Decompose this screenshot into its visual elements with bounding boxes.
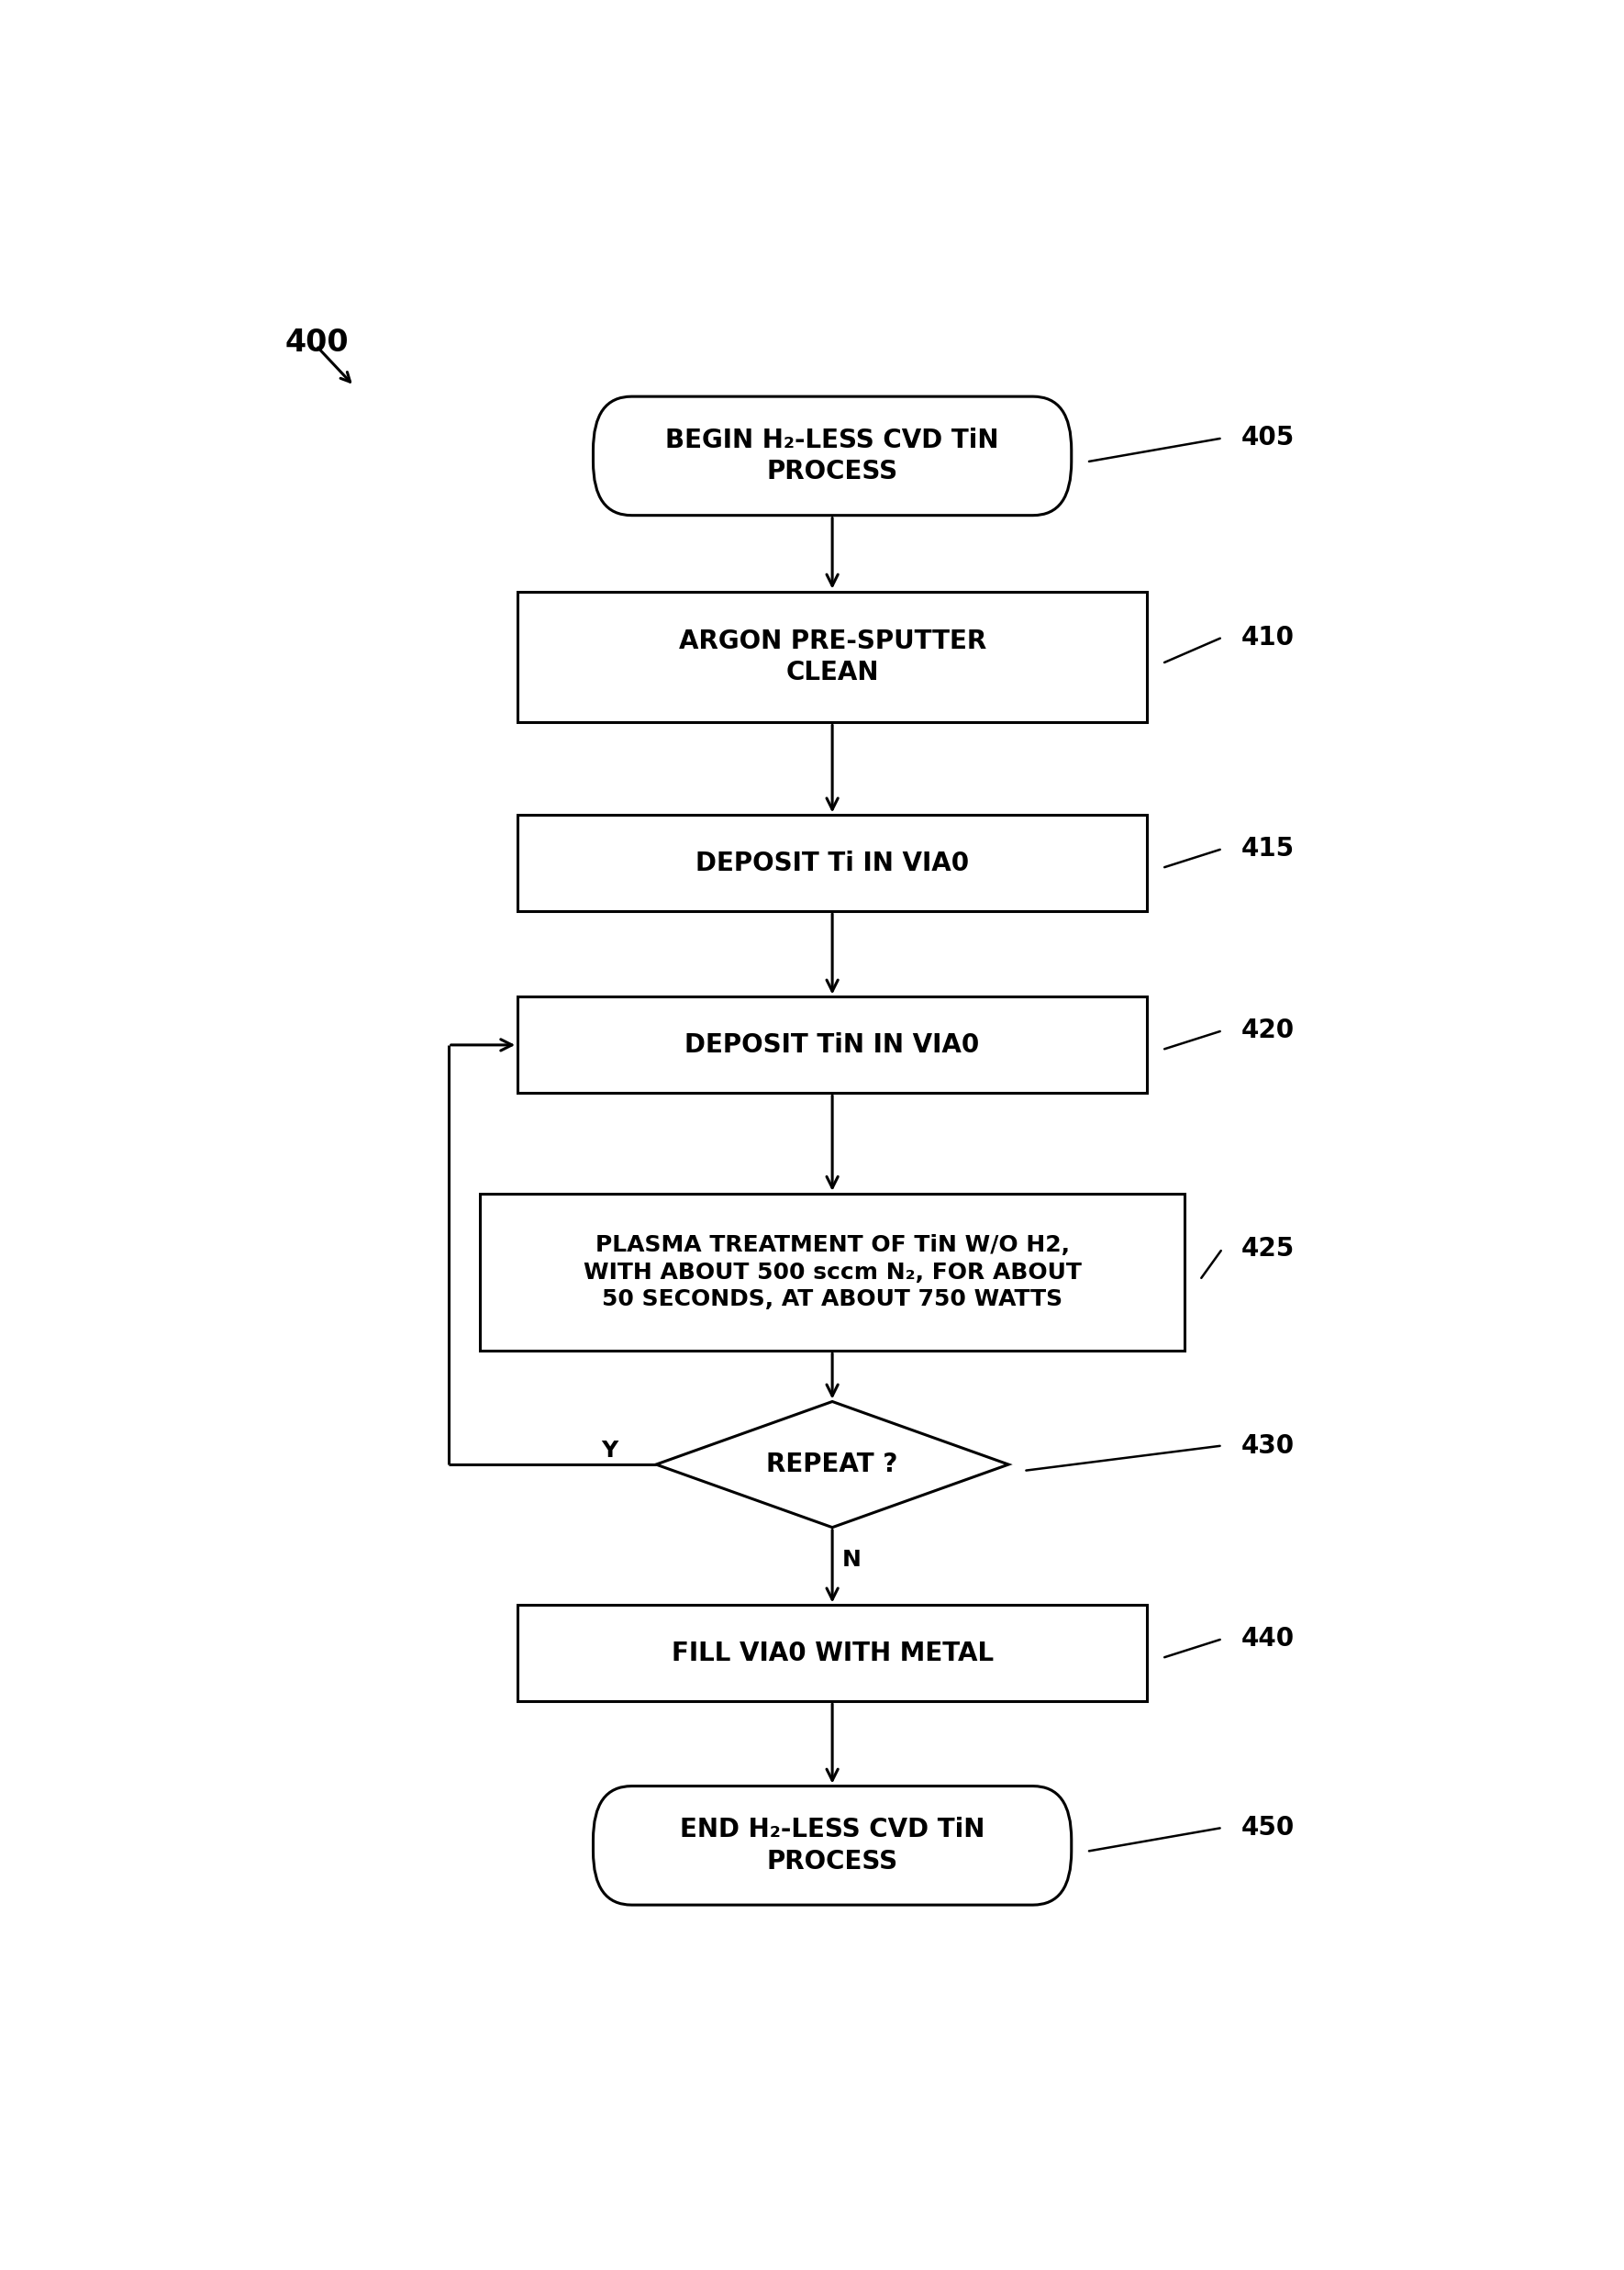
Text: N: N	[841, 1548, 861, 1571]
Text: 415: 415	[1241, 835, 1294, 863]
Polygon shape	[656, 1401, 1009, 1528]
Bar	[518, 1605, 1147, 1700]
Text: END H₂-LESS CVD TiN
PROCESS: END H₂-LESS CVD TiN PROCESS	[680, 1816, 984, 1875]
FancyBboxPatch shape	[593, 1786, 1072, 1905]
Bar	[518, 997, 1147, 1094]
Bar	[518, 815, 1147, 910]
Text: BEGIN H₂-LESS CVD TiN
PROCESS: BEGIN H₂-LESS CVD TiN PROCESS	[666, 427, 999, 486]
Text: DEPOSIT TiN IN VIA0: DEPOSIT TiN IN VIA0	[685, 1033, 979, 1058]
Text: 440: 440	[1241, 1625, 1294, 1653]
Text: FILL VIA0 WITH METAL: FILL VIA0 WITH METAL	[671, 1641, 994, 1666]
Text: 400: 400	[284, 327, 349, 356]
Bar	[481, 1194, 1186, 1351]
Text: 420: 420	[1241, 1017, 1294, 1044]
Text: 425: 425	[1241, 1235, 1294, 1262]
Bar	[518, 592, 1147, 722]
Text: DEPOSIT Ti IN VIA0: DEPOSIT Ti IN VIA0	[695, 851, 970, 876]
Text: Y: Y	[601, 1439, 619, 1462]
Text: 430: 430	[1241, 1432, 1294, 1457]
Text: 405: 405	[1241, 424, 1294, 452]
Text: REPEAT ?: REPEAT ?	[767, 1451, 898, 1478]
Text: 450: 450	[1241, 1814, 1294, 1841]
Text: 410: 410	[1241, 624, 1294, 649]
FancyBboxPatch shape	[593, 397, 1072, 515]
Text: ARGON PRE-SPUTTER
CLEAN: ARGON PRE-SPUTTER CLEAN	[679, 629, 986, 686]
Text: PLASMA TREATMENT OF TiN W/O H2,
WITH ABOUT 500 sccm N₂, FOR ABOUT
50 SECONDS, AT: PLASMA TREATMENT OF TiN W/O H2, WITH ABO…	[583, 1235, 1082, 1310]
